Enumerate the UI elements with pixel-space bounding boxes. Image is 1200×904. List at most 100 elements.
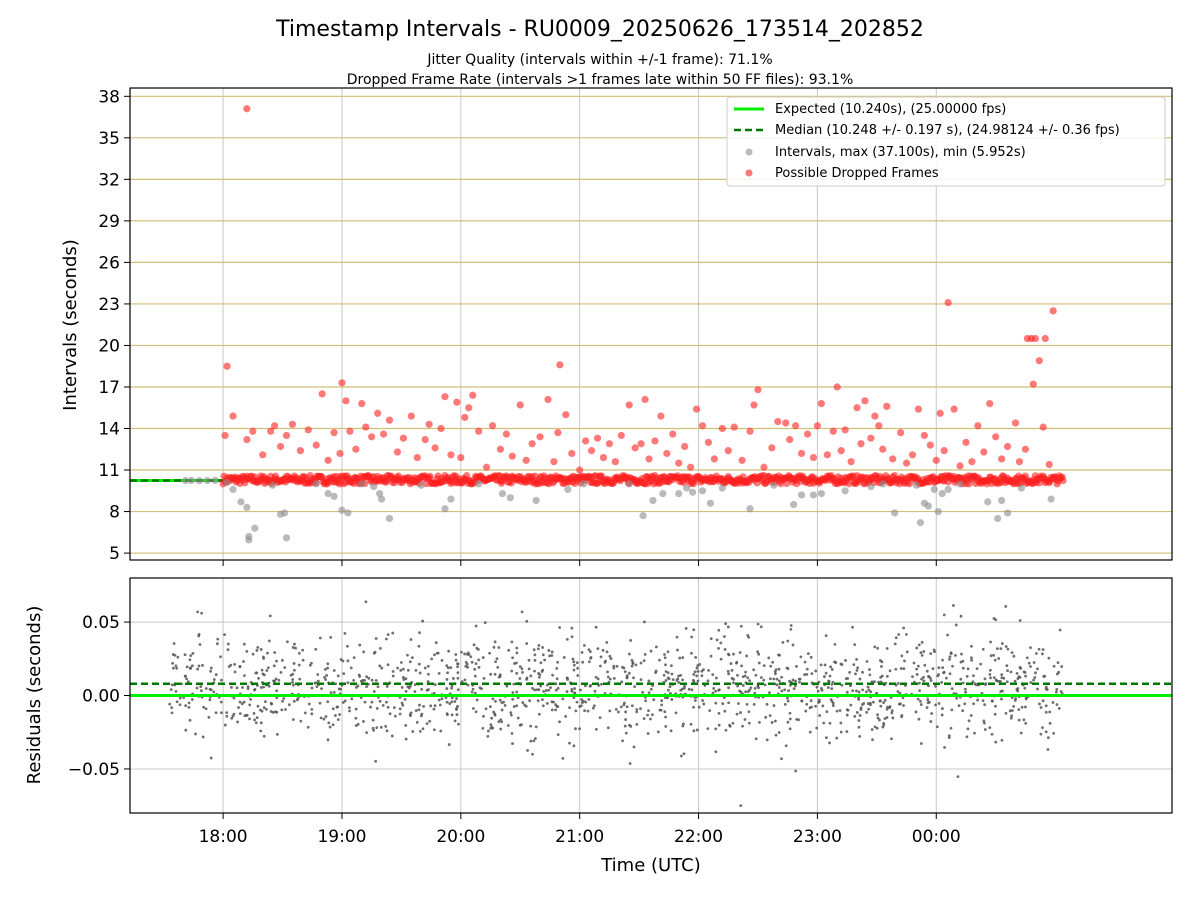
- residual-point: [440, 697, 443, 700]
- residual-point: [629, 639, 632, 642]
- interval-point: [626, 480, 633, 487]
- residual-point: [936, 725, 939, 728]
- residual-point: [714, 702, 717, 705]
- dropped-frame-point: [681, 443, 688, 450]
- residual-point: [926, 670, 929, 673]
- interval-point: [790, 501, 797, 508]
- residual-point: [362, 720, 365, 723]
- residual-point: [735, 661, 738, 664]
- residual-point: [917, 665, 920, 668]
- dropped-frame-point: [497, 446, 504, 453]
- dropped-frame-point: [461, 414, 468, 421]
- residual-point: [814, 670, 817, 673]
- residual-point: [1042, 699, 1045, 702]
- residual-point: [737, 702, 740, 705]
- residual-point: [542, 653, 545, 656]
- residual-point: [620, 705, 623, 708]
- residual-point: [247, 687, 250, 690]
- dropped-frame-point: [941, 447, 948, 454]
- residual-point: [757, 623, 760, 626]
- residual-point: [255, 721, 258, 724]
- residual-point: [259, 709, 262, 712]
- residual-point: [617, 711, 620, 714]
- residual-point: [280, 671, 283, 674]
- residual-point: [471, 661, 474, 664]
- residual-point: [404, 724, 407, 727]
- residual-point: [579, 689, 582, 692]
- interval-point: [994, 515, 1001, 522]
- dropped-frame-point: [529, 440, 536, 447]
- residual-point: [424, 667, 427, 670]
- residual-point: [948, 658, 951, 661]
- residual-point: [454, 720, 457, 723]
- residual-point: [471, 691, 474, 694]
- residual-point: [492, 711, 495, 714]
- dropped-frame-point: [645, 455, 652, 462]
- residual-point: [710, 637, 713, 640]
- residual-point: [736, 713, 739, 716]
- interval-point: [639, 512, 646, 519]
- residual-point: [1001, 739, 1004, 742]
- residual-point: [248, 703, 251, 706]
- dropped-frame-point: [663, 450, 670, 457]
- residual-point: [325, 674, 328, 677]
- residual-point: [845, 677, 848, 680]
- residual-point: [903, 660, 906, 663]
- residual-point: [941, 714, 944, 717]
- residual-point: [422, 705, 425, 708]
- residual-point: [361, 679, 364, 682]
- interval-point: [699, 487, 706, 494]
- dropped-frame-point: [324, 457, 331, 464]
- residual-point: [648, 691, 651, 694]
- residual-point: [1034, 671, 1037, 674]
- residual-point: [856, 711, 859, 714]
- residual-point: [1060, 665, 1063, 668]
- dropped-frame-point: [544, 396, 551, 403]
- residual-point: [257, 677, 260, 680]
- interval-point: [945, 486, 952, 493]
- residual-point: [718, 688, 721, 691]
- residual-point: [375, 726, 378, 729]
- residual-point: [528, 659, 531, 662]
- residual-point: [752, 668, 755, 671]
- residual-point: [692, 673, 695, 676]
- residual-point: [794, 770, 797, 773]
- residual-point: [438, 672, 441, 675]
- residual-point: [492, 646, 495, 649]
- residual-point: [256, 716, 259, 719]
- residual-point: [754, 674, 757, 677]
- bottom-xtick-label: 20:00: [436, 827, 485, 847]
- residual-point: [445, 687, 448, 690]
- residual-point: [507, 724, 510, 727]
- residual-point: [216, 642, 219, 645]
- residual-point: [526, 677, 529, 680]
- residual-point: [992, 654, 995, 657]
- residual-point: [984, 682, 987, 685]
- residual-point: [640, 678, 643, 681]
- dropped-frame-point: [754, 386, 761, 393]
- top-ytick-label: 38: [98, 87, 120, 107]
- residual-point: [934, 685, 937, 688]
- residual-point: [1038, 648, 1041, 651]
- residual-point: [1052, 732, 1055, 735]
- residual-point: [310, 708, 313, 711]
- residual-point: [457, 723, 460, 726]
- residual-point: [399, 669, 402, 672]
- residual-point: [906, 650, 909, 653]
- residual-point: [941, 666, 944, 669]
- residual-point: [454, 653, 457, 656]
- residual-point: [410, 711, 413, 714]
- residual-point: [385, 638, 388, 641]
- residual-point: [409, 714, 412, 717]
- residual-point: [304, 711, 307, 714]
- legend-dropped-label: Possible Dropped Frames: [775, 166, 939, 181]
- residual-point: [861, 671, 864, 674]
- dropped-frame-point: [618, 432, 625, 439]
- residual-point: [521, 671, 524, 674]
- residual-point: [418, 708, 421, 711]
- residual-point: [532, 740, 535, 743]
- dropped-frame-point: [871, 412, 878, 419]
- residual-point: [1005, 664, 1008, 667]
- residual-point: [179, 703, 182, 706]
- residual-point: [810, 706, 813, 709]
